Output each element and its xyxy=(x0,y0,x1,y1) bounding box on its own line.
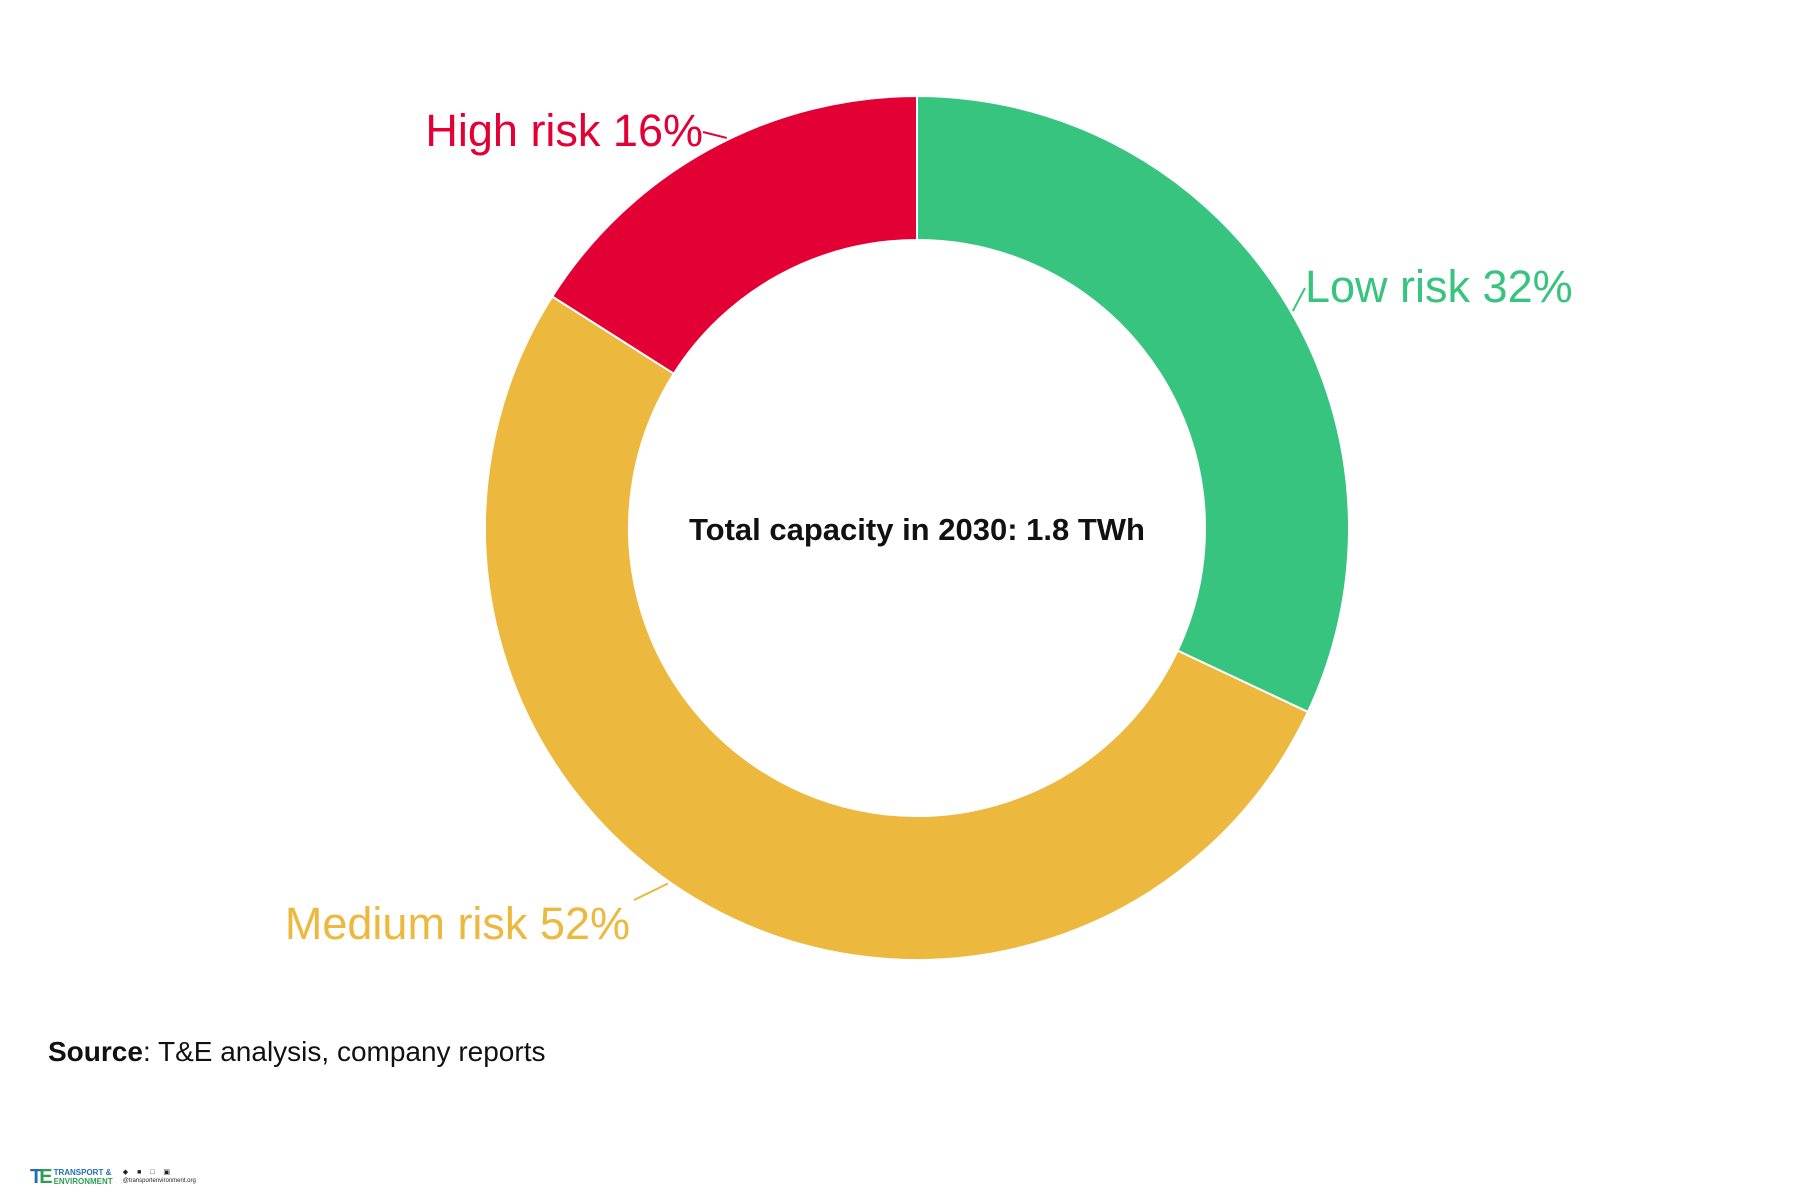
donut-slices xyxy=(484,94,1350,961)
logo-line-1: TRANSPORT & xyxy=(53,1168,112,1177)
source-note: Source: T&E analysis, company reports xyxy=(48,1036,545,1068)
slice-medium-risk xyxy=(484,295,1310,961)
leader-line-high-risk xyxy=(702,131,727,139)
leader-line-medium-risk xyxy=(633,882,669,901)
twitter-icon[interactable]: ◆ xyxy=(122,1169,129,1176)
te-logo-icon: TE xyxy=(30,1166,53,1188)
label-low-risk: Low risk 32% xyxy=(1305,261,1573,312)
label-medium-risk: Medium risk 52% xyxy=(285,898,630,949)
linkedin-icon[interactable]: ▣ xyxy=(163,1169,171,1176)
source-label: Source xyxy=(48,1036,143,1067)
slice-high-risk xyxy=(550,94,918,376)
instagram-icon[interactable]: □ xyxy=(150,1169,155,1176)
social-links: ◆ ■ □ ▣ @transportenvironment.org xyxy=(123,1169,196,1185)
brand-logo: TE TRANSPORT & ENVIRONMENT ◆ ■ □ ▣ @tran… xyxy=(30,1166,196,1188)
leader-lines xyxy=(633,131,1306,901)
source-text: : T&E analysis, company reports xyxy=(142,1036,546,1067)
slice-low-risk xyxy=(916,94,1350,714)
slice-labels: Low risk 32% Medium risk 52% High risk 16% xyxy=(285,105,1573,949)
center-label: Total capacity in 2030: 1.8 TWh xyxy=(689,512,1145,547)
leader-line-low-risk xyxy=(1291,287,1306,312)
facebook-icon[interactable]: ■ xyxy=(137,1169,142,1176)
label-high-risk: High risk 16% xyxy=(425,105,703,156)
website-url[interactable]: @transportenvironment.org xyxy=(122,1178,196,1184)
logo-wordmark: TRANSPORT & ENVIRONMENT xyxy=(54,1168,113,1186)
logo-line-2: ENVIRONMENT xyxy=(53,1177,113,1186)
